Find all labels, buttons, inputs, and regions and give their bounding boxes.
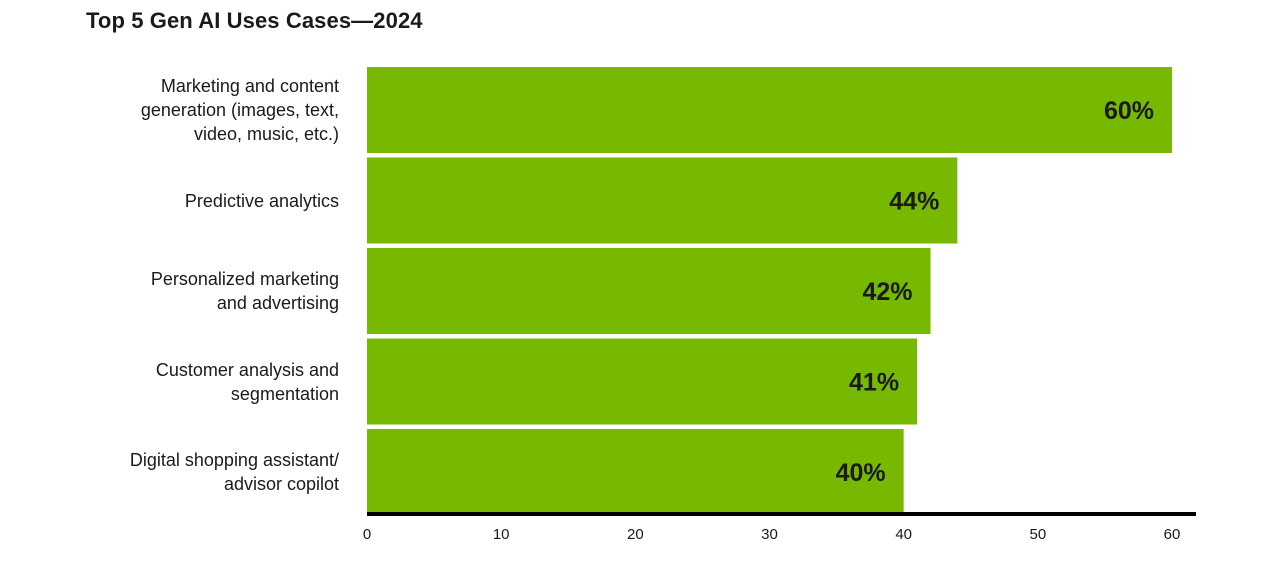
bar-4 (367, 338, 918, 425)
category-label-line: Marketing and content (160, 76, 339, 96)
category-label-line: advisor copilot (223, 474, 339, 494)
chart-title: Top 5 Gen AI Uses Cases—2024 (86, 8, 423, 33)
bar-value-label-1: 60% (1104, 97, 1154, 125)
x-tick-label-0: 0 (363, 526, 371, 543)
category-label-line: Customer analysis and (155, 359, 339, 380)
x-tick-label-20: 20 (627, 526, 644, 543)
bar-2 (367, 157, 958, 244)
category-label-3: Personalized marketing and advertising (39, 267, 339, 315)
bar-value-label-5: 40% (836, 459, 886, 487)
x-tick-label-10: 10 (493, 526, 510, 543)
bar-value-label-3: 42% (862, 278, 912, 306)
x-tick-label-30: 30 (761, 526, 778, 543)
category-label-line: Personalized marketing (150, 269, 339, 289)
category-label-line: video, music, etc.) (193, 124, 339, 144)
bar-1 (367, 67, 1172, 153)
category-label-line: Digital shopping assistant/ (129, 450, 339, 470)
category-label-line: generation (images, text, (140, 100, 339, 120)
bar-value-label-2: 44% (889, 188, 939, 216)
category-label-5: Digital shopping assistant/advisor copil… (39, 448, 339, 496)
category-label-line: and advertising (216, 293, 339, 313)
category-label-4: Customer analysis and segmentation (39, 358, 339, 406)
category-label-line: Predictive analytics (184, 190, 339, 211)
category-label-2: Predictive analytics (39, 189, 339, 213)
category-label-1: Marketing and content generation (images,… (39, 74, 339, 146)
bar-3 (367, 248, 931, 334)
bar-value-label-4: 41% (849, 369, 899, 397)
x-tick-label-60: 60 (1164, 526, 1181, 543)
x-tick-label-50: 50 (1029, 526, 1046, 543)
bar-5 (367, 429, 904, 515)
x-tick-label-40: 40 (895, 526, 912, 543)
category-label-line: segmentation (230, 383, 339, 404)
